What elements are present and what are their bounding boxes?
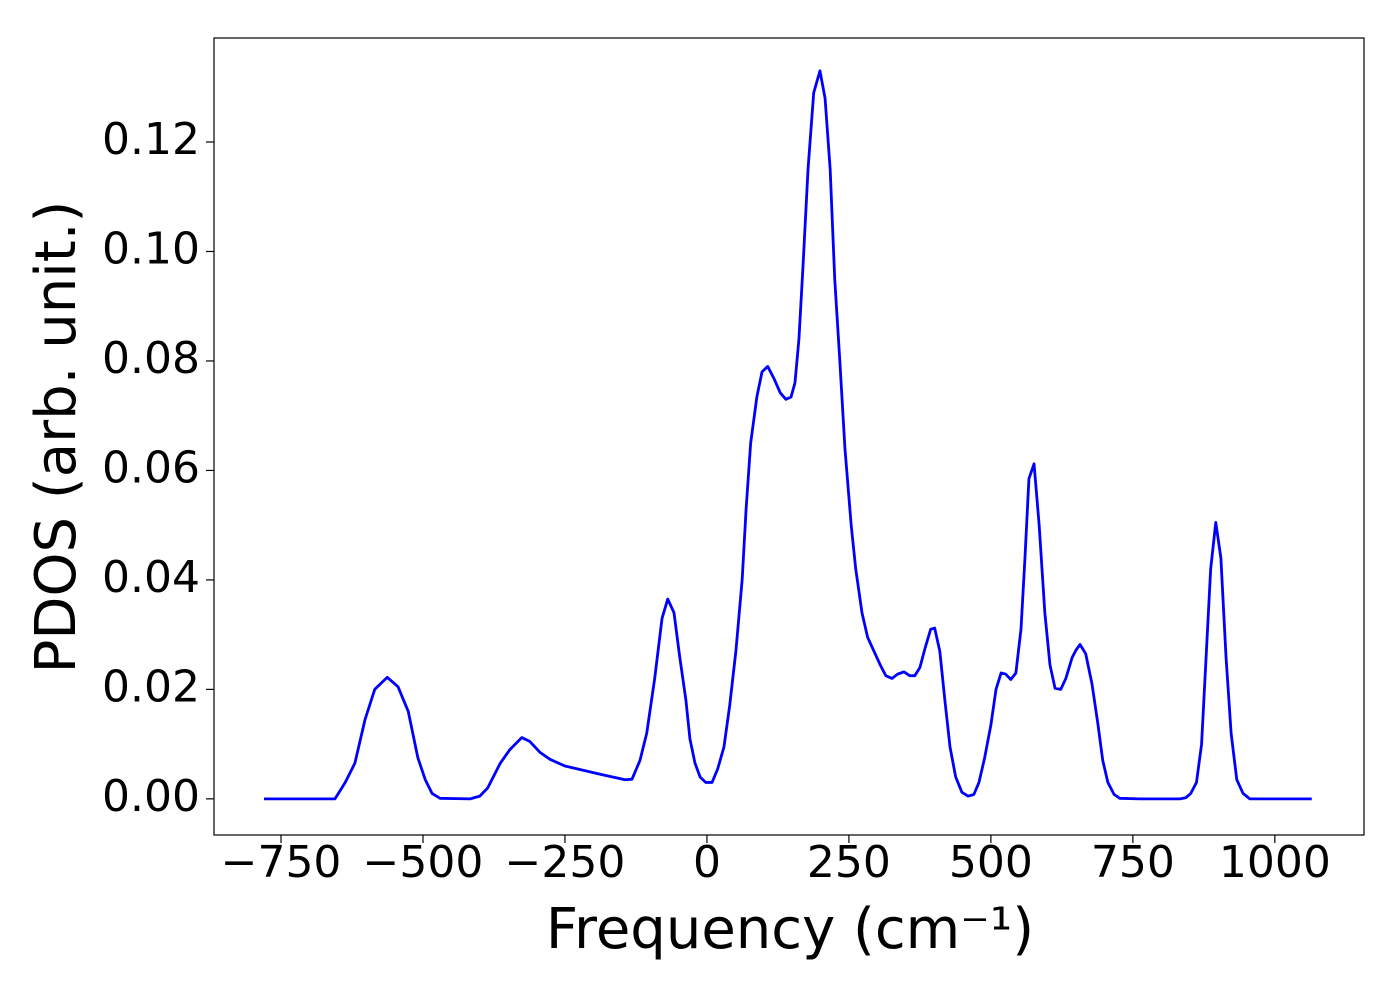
data-line [263, 69, 1312, 801]
x-tick-label: −750 [221, 837, 342, 888]
x-axis-label: Frequency (cm⁻¹) [546, 897, 1034, 962]
x-tick-label: 500 [949, 837, 1033, 888]
x-tick-label: 250 [807, 837, 891, 888]
y-tick-label: 0.02 [102, 661, 200, 712]
y-tick-label: 0.06 [102, 442, 200, 493]
plot-frame [213, 37, 1365, 836]
x-tick-label: −250 [505, 837, 626, 888]
x-tick-label: −500 [363, 837, 484, 888]
y-tick-label: 0.08 [102, 333, 200, 384]
x-tick-label: 0 [693, 837, 721, 888]
y-tick-label: 0.12 [102, 114, 200, 165]
x-tick-label: 1000 [1219, 837, 1331, 888]
y-axis-label: PDOS (arb. unit.) [24, 201, 89, 674]
y-tick-label: 0.04 [102, 552, 200, 603]
y-tick-label: 0.00 [102, 771, 200, 822]
y-tick-label: 0.10 [102, 223, 200, 274]
x-tick-label: 750 [1091, 837, 1175, 888]
